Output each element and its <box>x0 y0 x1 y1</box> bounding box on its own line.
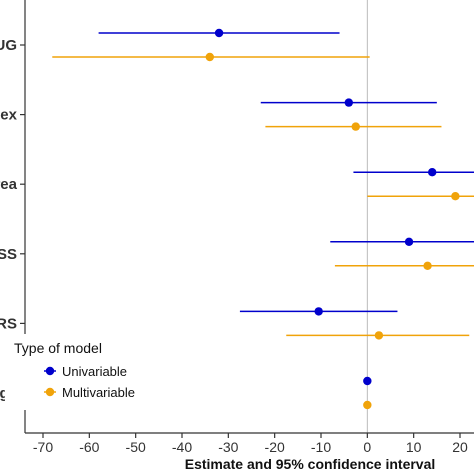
estimate-point-univariable <box>363 376 372 386</box>
x-axis-title: Estimate and 95% confidence interval <box>185 456 436 472</box>
estimate-point-multivariable <box>423 261 432 270</box>
x-tick-label: -20 <box>265 439 285 455</box>
legend-key-multivariable-dot <box>45 387 55 397</box>
x-tick-label: -70 <box>33 439 53 455</box>
estimate-point-univariable <box>214 28 224 38</box>
estimate-point-univariable <box>404 237 414 246</box>
estimate-point-univariable <box>344 98 353 107</box>
legend-background <box>5 334 165 410</box>
legend-key-univariable-dot <box>45 366 55 376</box>
estimate-point-univariable <box>428 168 437 177</box>
legend: Type of model Univariable Multivariable <box>5 334 165 410</box>
estimate-point-multivariable <box>451 192 460 201</box>
y-tick-label: SS <box>0 246 17 263</box>
estimate-point-multivariable <box>205 52 214 62</box>
y-tick-label: Sex <box>0 107 18 124</box>
x-tick-label: -40 <box>172 439 192 455</box>
x-tick-label: 20 <box>452 439 468 455</box>
x-tick-label: -50 <box>126 439 146 455</box>
legend-label-multivariable: Multivariable <box>62 385 135 400</box>
x-tick-label: -10 <box>311 439 331 455</box>
estimate-point-multivariable <box>363 400 372 410</box>
x-tick-label: -30 <box>218 439 238 455</box>
legend-item-multivariable: Multivariable <box>44 385 135 400</box>
legend-title: Type of model <box>14 340 102 356</box>
x-tick-label: 0 <box>363 439 371 455</box>
estimate-point-multivariable <box>351 122 360 131</box>
estimate-point-univariable <box>314 307 323 316</box>
legend-label-univariable: Univariable <box>62 364 127 379</box>
y-tick-label: IRS <box>0 315 17 332</box>
legend-item-univariable: Univariable <box>44 364 127 379</box>
y-tick-label: rea <box>0 176 18 193</box>
x-tick-label: 10 <box>406 439 422 455</box>
y-tick-label: UG <box>0 37 17 54</box>
estimate-point-multivariable <box>374 331 384 340</box>
x-tick-label: -60 <box>79 439 99 455</box>
